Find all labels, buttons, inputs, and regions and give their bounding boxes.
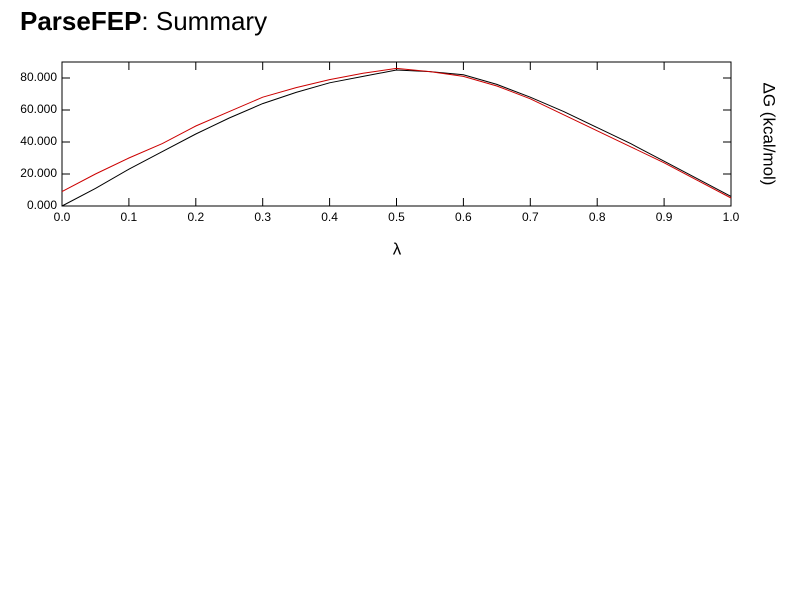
x-tick-label: 0.5	[388, 210, 405, 224]
x-tick-label: 0.3	[254, 210, 271, 224]
x-tick-label: 0.2	[187, 210, 204, 224]
plot-frame	[61, 61, 732, 207]
y-tick-label: 80.000	[20, 70, 57, 84]
x-tick-label: 0.0	[54, 210, 71, 224]
y-tick-label: 20.000	[20, 166, 57, 180]
chart-title: ParseFEP: Summary	[20, 6, 267, 36]
x-tick-label: 0.4	[321, 210, 338, 224]
title-bold: ParseFEP	[20, 6, 141, 36]
x-tick-label: 0.9	[656, 210, 673, 224]
series-line	[61, 69, 732, 207]
y-axis-label: ΔG (kcal/mol)	[760, 83, 779, 186]
x-tick-label: 1.0	[723, 210, 740, 224]
x-tick-label: 0.6	[455, 210, 472, 224]
x-tick-label: 0.8	[589, 210, 606, 224]
x-tick-label: 0.1	[121, 210, 138, 224]
x-tick-label: 0.7	[522, 210, 539, 224]
y-tick-label: 60.000	[20, 102, 57, 116]
title-rest: : Summary	[141, 6, 267, 36]
x-axis-label: λ	[393, 239, 402, 258]
y-tick-label: 40.000	[20, 134, 57, 148]
series-line	[61, 67, 732, 199]
y-tick-label: 0.000	[27, 198, 57, 212]
